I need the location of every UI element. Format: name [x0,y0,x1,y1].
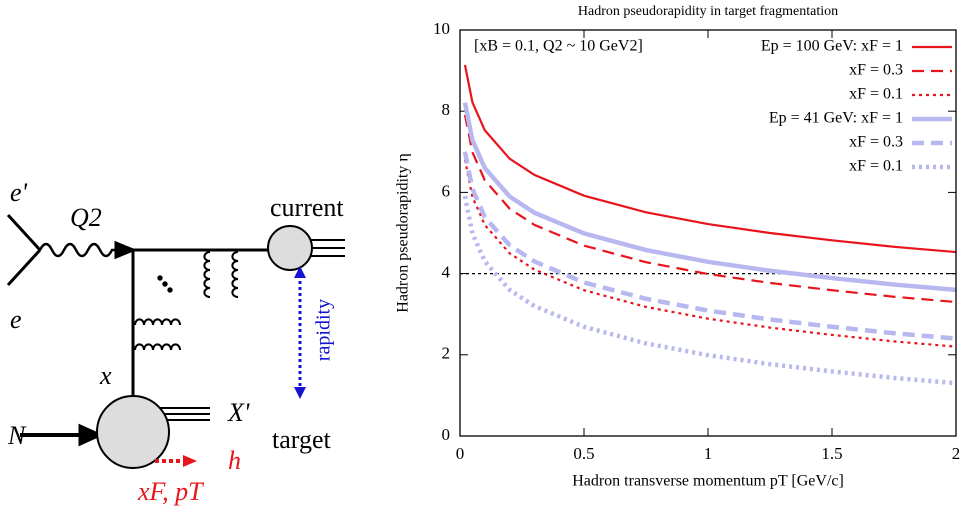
gluon [134,318,181,326]
chart-title: Hadron pseudorapidity in target fragment… [578,4,838,19]
x-tick-label: 0 [456,444,465,463]
data-line [463,64,957,254]
diagram [6,213,345,469]
y-tick-label: 4 [442,263,451,282]
gluon [134,343,181,351]
data-line [462,195,957,386]
legend-label: Ep = 41 GeV: xF = 1 [769,110,903,127]
label: X' [227,398,250,427]
label: rapidity [313,299,335,361]
photon [38,242,118,258]
plot-frame [459,29,957,437]
arrow [78,423,104,447]
y-tick-label: 2 [442,344,451,363]
label: N [7,421,27,450]
arrow [183,455,197,467]
electron-line [6,213,42,252]
label: h [228,446,241,475]
label: x [99,361,112,390]
y-tick-label: 6 [442,181,451,200]
dot [167,287,173,293]
dot [162,281,168,287]
data-line [463,159,957,348]
target-blob [96,395,170,469]
electron-line [6,248,42,287]
legend-label: xF = 0.1 [849,158,903,175]
x-axis-label: Hadron transverse momentum pT [GeV/c] [572,473,844,490]
y-tick-label: 0 [442,425,451,444]
x-tick-label: 0.5 [573,444,594,463]
y-tick-label: 10 [433,19,450,38]
data-line [462,151,957,341]
arrow [294,387,306,399]
label: e' [10,178,28,207]
arrow [294,266,306,278]
label: e [10,305,22,334]
data-line [462,102,957,293]
legend-label: xF = 0.3 [849,134,903,151]
x-tick-label: 2 [952,444,961,463]
label: xF, pT [137,477,204,506]
label: current [270,193,344,222]
legend-label: xF = 0.1 [849,86,903,103]
current-blob [267,225,313,271]
label: Q2 [70,203,102,232]
arrow [114,240,137,260]
dot [157,275,163,281]
gluon [203,251,211,298]
data-line [463,114,957,304]
annotation: [xB = 0.1, Q2 ~ 10 GeV2] [474,38,643,55]
x-tick-label: 1.5 [821,444,842,463]
x-tick-label: 1 [704,444,713,463]
legend-label: xF = 0.3 [849,62,903,79]
gluon [231,251,239,298]
y-tick-label: 8 [442,100,451,119]
y-axis-label: Hadron pseudorapidity η [395,153,412,312]
legend-label: Ep = 100 GeV: xF = 1 [761,38,903,55]
label: target [272,425,331,454]
